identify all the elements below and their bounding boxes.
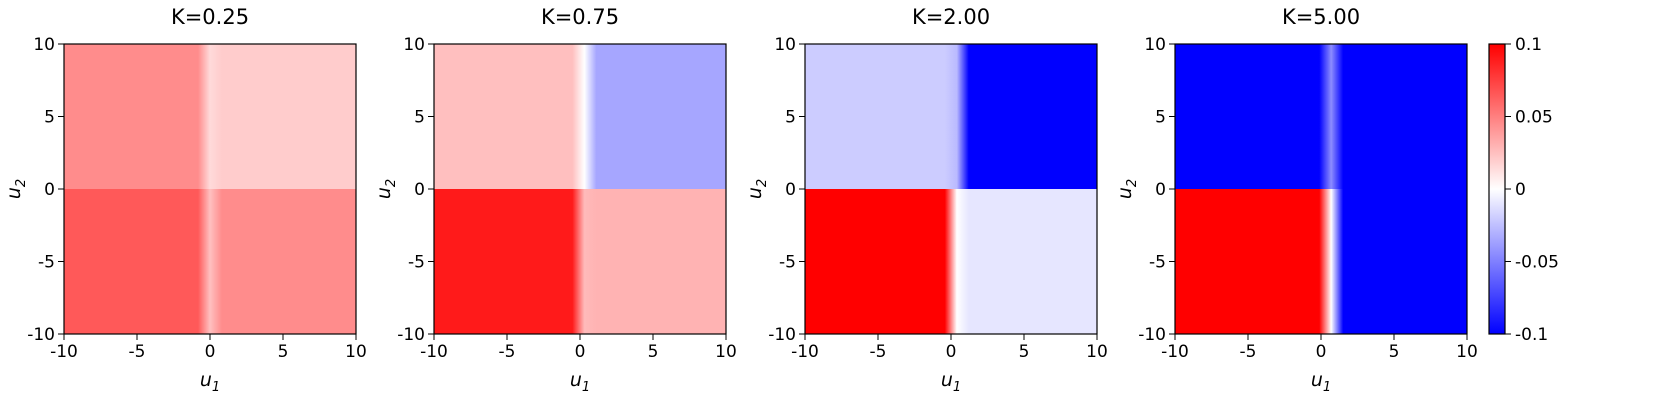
x-axis-label: u1 xyxy=(200,369,220,395)
x-tick-label: 10 xyxy=(1086,342,1108,362)
x-axis-label: u1 xyxy=(570,369,590,395)
x-tick-label: -5 xyxy=(1240,342,1257,362)
heatmap-panel-4: -10 -5 0 5 10 -10 -5 0 5 10 K=5.00 u1 u2 xyxy=(1114,5,1478,395)
x-tick-label: -5 xyxy=(499,342,516,362)
colorbar-gradient xyxy=(1488,43,1506,335)
colorbar-tick-label: -0.1 xyxy=(1515,325,1548,345)
x-tick-label: 10 xyxy=(1456,342,1478,362)
x-tick-label: 10 xyxy=(715,342,737,362)
y-axis-label: u2 xyxy=(373,179,399,199)
heatmap-cell-upper-half xyxy=(1175,44,1467,189)
heatmap-cell-lower-half xyxy=(434,189,726,334)
y-tick-label: 0 xyxy=(1155,180,1166,200)
y-tick-label: 10 xyxy=(774,35,796,55)
y-tick-label: -5 xyxy=(408,253,425,273)
y-tick-label: 0 xyxy=(414,180,425,200)
y-tick-label: -10 xyxy=(397,325,425,345)
heatmap-cell-upper-half xyxy=(805,44,1097,189)
y-tick-label: 10 xyxy=(1144,35,1166,55)
y-tick-label: 5 xyxy=(785,108,796,128)
heatmap-cell-lower-half xyxy=(64,189,356,334)
x-tick-label: 0 xyxy=(205,342,216,362)
y-tick-label: 5 xyxy=(1155,108,1166,128)
heatmap-cell-lower-half xyxy=(805,189,1097,334)
colorbar-tick-label: -0.05 xyxy=(1515,253,1559,273)
heatmap-panel-3: -10 -5 0 5 10 -10 -5 0 5 10 K=2.00 u1 u2 xyxy=(744,5,1108,395)
panel-title: K=5.00 xyxy=(1282,5,1360,29)
colorbar-tick-label: 0.05 xyxy=(1515,108,1553,128)
y-tick-label: -5 xyxy=(1149,253,1166,273)
panel-title: K=0.25 xyxy=(171,5,249,29)
x-tick-label: -5 xyxy=(129,342,146,362)
colorbar: 0.1 0.05 0 -0.05 -0.1 xyxy=(1488,35,1559,345)
x-tick-label: 5 xyxy=(1019,342,1030,362)
colorbar-tick-label: 0 xyxy=(1515,180,1526,200)
y-tick-label: -10 xyxy=(27,325,55,345)
x-tick-label: -10 xyxy=(1161,342,1189,362)
heatmap-panel-2: -10 -5 0 5 10 -10 -5 0 5 10 K=0.75 u1 u2 xyxy=(373,5,737,395)
panel-title: K=0.75 xyxy=(541,5,619,29)
x-tick-label: 0 xyxy=(575,342,586,362)
x-tick-label: 5 xyxy=(278,342,289,362)
heatmap-cell-upper-half xyxy=(434,44,726,189)
x-tick-label: 0 xyxy=(946,342,957,362)
x-tick-label: -10 xyxy=(50,342,78,362)
heatmap-cell-lower-half xyxy=(1175,189,1467,334)
y-tick-label: 0 xyxy=(44,180,55,200)
y-axis-label: u2 xyxy=(3,179,29,199)
y-tick-label: -5 xyxy=(38,253,55,273)
x-axis-label: u1 xyxy=(1311,369,1331,395)
y-tick-label: 10 xyxy=(33,35,55,55)
y-tick-label: -10 xyxy=(768,325,796,345)
heatmap-panel-1: -10 -5 0 5 10 -10 -5 0 5 10 K=0.25 u1 u2 xyxy=(3,5,367,395)
x-tick-label: -10 xyxy=(791,342,819,362)
panel-title: K=2.00 xyxy=(912,5,990,29)
y-tick-label: -10 xyxy=(1138,325,1166,345)
x-tick-label: -5 xyxy=(870,342,887,362)
colorbar-tick-label: 0.1 xyxy=(1515,35,1542,55)
y-axis-label: u2 xyxy=(744,179,770,199)
x-axis-label: u1 xyxy=(941,369,961,395)
x-tick-label: 0 xyxy=(1316,342,1327,362)
x-tick-label: -10 xyxy=(420,342,448,362)
y-tick-label: 10 xyxy=(403,35,425,55)
y-tick-label: -5 xyxy=(779,253,796,273)
heatmap-cell-upper-half xyxy=(64,44,356,189)
x-tick-label: 5 xyxy=(648,342,659,362)
y-tick-label: 5 xyxy=(44,108,55,128)
y-tick-label: 5 xyxy=(414,108,425,128)
y-tick-label: 0 xyxy=(785,180,796,200)
y-axis-label: u2 xyxy=(1114,179,1140,199)
x-tick-label: 10 xyxy=(345,342,367,362)
x-tick-label: 5 xyxy=(1389,342,1400,362)
